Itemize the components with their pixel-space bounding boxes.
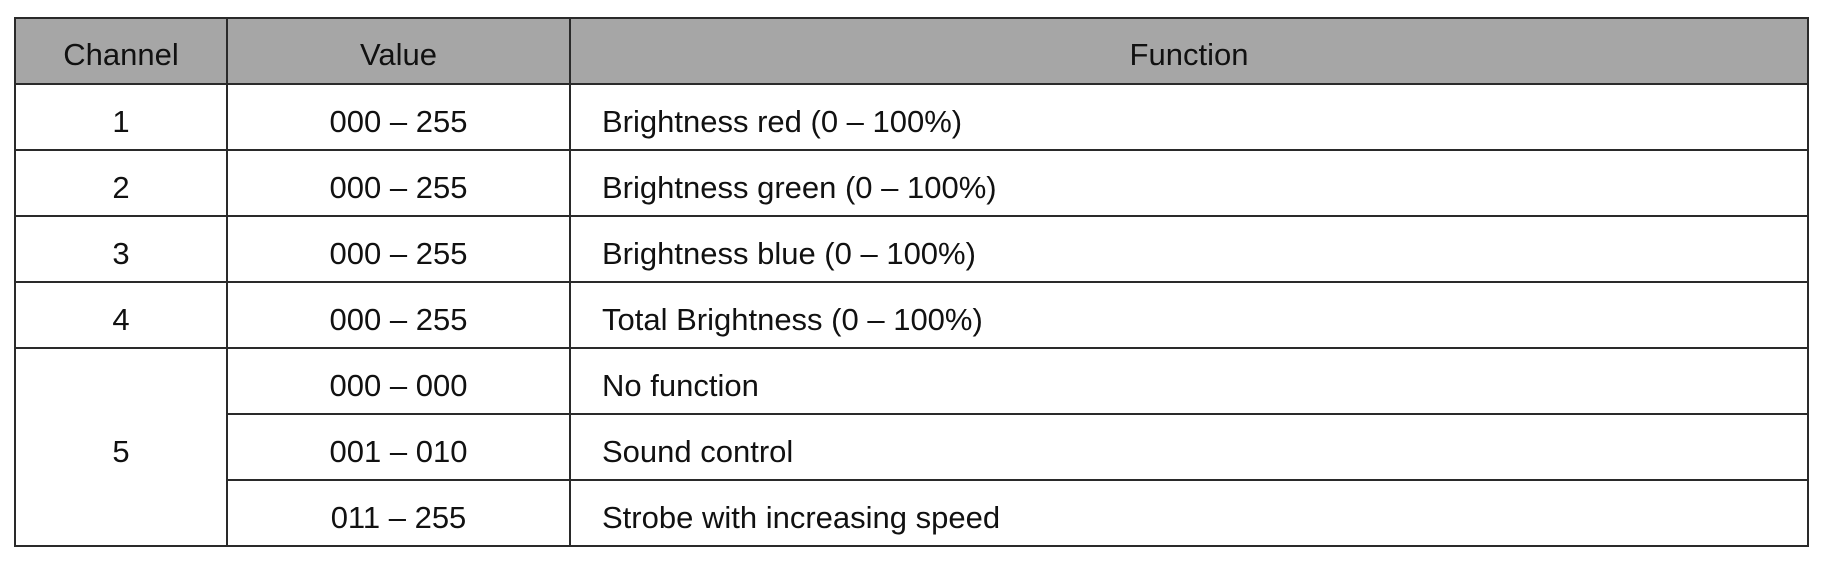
function-cell: Brightness red (0 – 100%) [569,83,1809,151]
value-cell: 000 – 255 [226,83,571,151]
value-cell: 001 – 010 [226,413,571,481]
header-function: Function [569,17,1809,85]
function-cell: Sound control [569,413,1809,481]
table-row: 2 000 – 255 Brightness green (0 – 100%) [14,149,1809,217]
value-cell: 011 – 255 [226,479,571,547]
function-cell: Strobe with increasing speed [569,479,1809,547]
table-body: 1 000 – 255 Brightness red (0 – 100%) 2 … [14,83,1809,547]
channel-cell: 1 [14,83,228,151]
header-channel: Channel [14,17,228,85]
channel-cell-merged: 5 [14,347,228,547]
table-header: Channel Value Function [14,17,1809,85]
table-row: 001 – 010 Sound control [15,413,1809,481]
value-cell: 000 – 000 [226,347,571,415]
channel-cell: 2 [14,149,228,217]
table-row: 3 000 – 255 Brightness blue (0 – 100%) [14,215,1809,283]
dmx-channel-table: Channel Value Function 1 000 – 255 Brigh… [14,17,1809,547]
value-cell: 000 – 255 [226,281,571,349]
table-row: 5 000 – 000 No function [14,347,1809,547]
table-row: 1 000 – 255 Brightness red (0 – 100%) [14,83,1809,151]
table-row: 4 000 – 255 Total Brightness (0 – 100%) [14,281,1809,349]
header-value: Value [226,17,571,85]
function-cell: Total Brightness (0 – 100%) [569,281,1809,349]
value-cell: 000 – 255 [226,215,571,283]
channel-cell: 4 [14,281,228,349]
channel-cell: 3 [14,215,228,283]
function-cell: Brightness green (0 – 100%) [569,149,1809,217]
function-cell: Brightness blue (0 – 100%) [569,215,1809,283]
function-cell: No function [569,347,1809,415]
table-row: 011 – 255 Strobe with increasing speed [15,479,1809,547]
header-row: Channel Value Function [14,17,1809,85]
value-cell: 000 – 255 [226,149,571,217]
dmx-channel-table-container: Channel Value Function 1 000 – 255 Brigh… [14,17,1809,547]
